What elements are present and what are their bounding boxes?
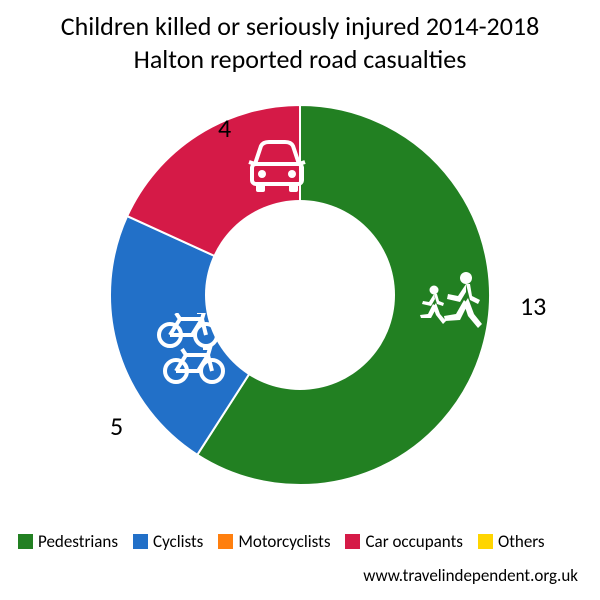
swatch-car-occupants [345,534,360,549]
chart-title: Children killed or seriously injured 201… [0,10,600,75]
footer-url: www.travelindependent.org.uk [363,565,578,586]
car-front-icon [247,140,307,194]
legend-item-pedestrians: Pedestrians [18,531,118,552]
legend-item-car-occupants: Car occupants [345,531,462,552]
legend: Pedestrians Cyclists Motorcyclists Car o… [18,531,582,552]
legend-label: Others [498,531,545,552]
legend-item-motorcyclists: Motorcyclists [218,531,330,552]
swatch-motorcyclists [218,534,233,549]
legend-label: Cyclists [153,531,203,552]
swatch-others [478,534,493,549]
legend-item-others: Others [478,531,545,552]
donut-hole [205,200,395,390]
title-line-1: Children killed or seriously injured 201… [61,10,540,42]
running-people-icon [420,270,492,330]
legend-item-cyclists: Cyclists [133,531,203,552]
swatch-cyclists [133,534,148,549]
chart-container: Children killed or seriously injured 201… [0,0,600,600]
label-cyclists: 5 [110,410,123,442]
legend-label: Pedestrians [38,531,118,552]
title-line-2: Halton reported road casualties [134,43,467,75]
bicycles-icon [150,313,230,385]
swatch-pedestrians [18,534,33,549]
legend-label: Motorcyclists [238,531,330,552]
legend-label: Car occupants [365,531,462,552]
label-car-occupants: 4 [218,112,231,144]
label-pedestrians: 13 [520,290,546,322]
